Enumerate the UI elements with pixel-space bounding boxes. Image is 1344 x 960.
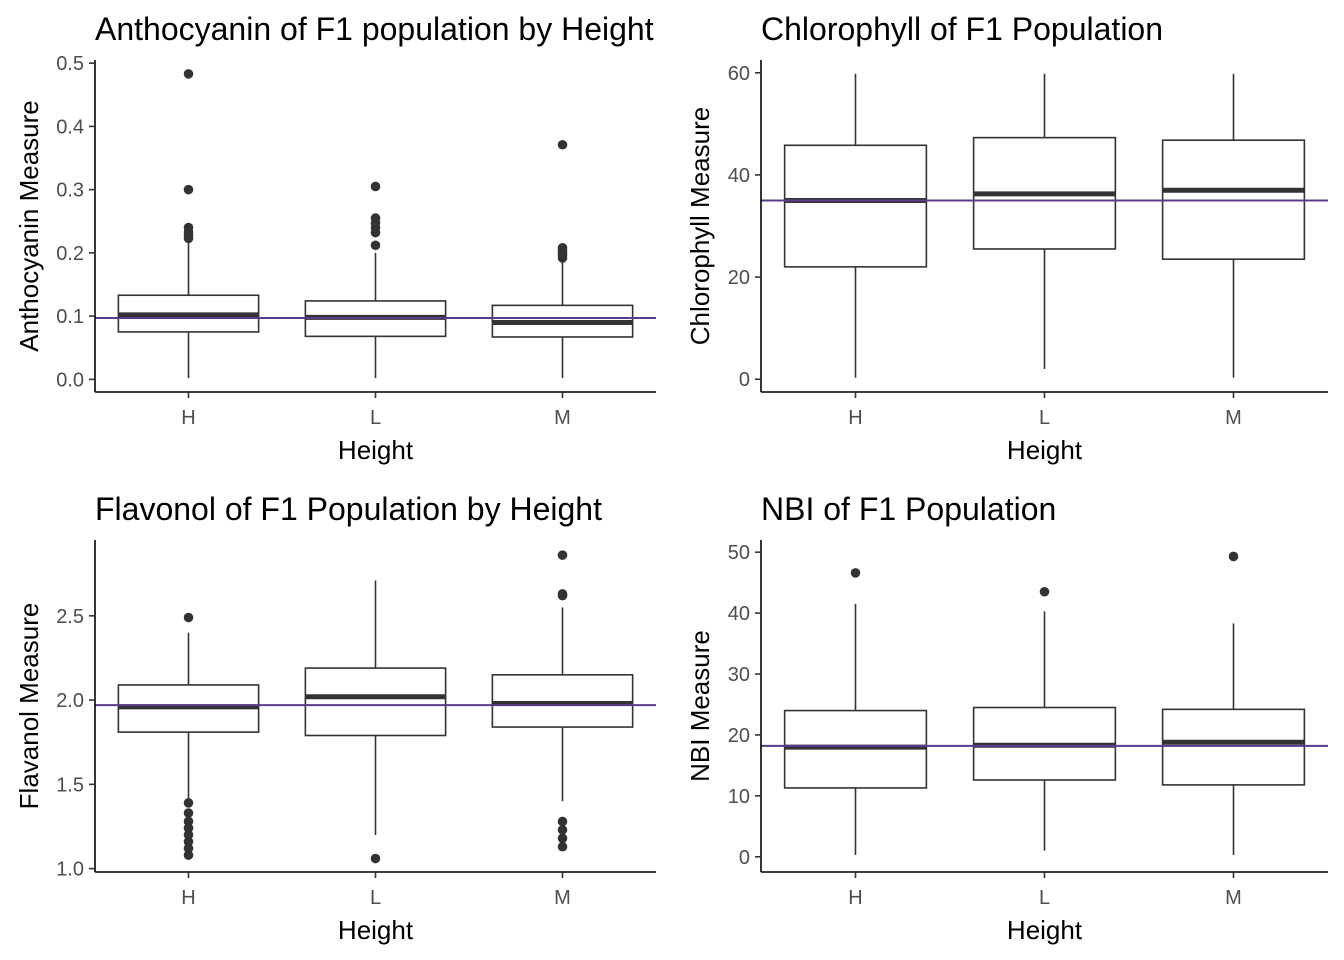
outlier-point	[183, 69, 194, 79]
outlier-point	[1228, 551, 1239, 562]
outlier-point	[183, 222, 194, 233]
y-tick-label: 0.1	[56, 306, 84, 328]
box-H	[783, 73, 928, 378]
x-axis-title: Height	[1007, 435, 1083, 465]
box-H	[117, 69, 260, 379]
y-tick-label: 20	[728, 725, 750, 747]
x-tick-label: H	[848, 887, 862, 909]
x-tick-label: H	[848, 407, 862, 429]
y-tick-label: 60	[728, 63, 750, 85]
y-axis-title: Flavanol Measure	[14, 603, 44, 810]
y-tick-label: 0	[739, 847, 750, 869]
outlier-point	[1039, 586, 1050, 597]
y-axis-title: NBI Measure	[685, 630, 715, 782]
box-M	[491, 550, 634, 852]
outlier-point	[370, 853, 381, 864]
box-iqr	[491, 674, 634, 728]
outlier-point	[183, 843, 194, 854]
y-tick-label: 0	[739, 369, 750, 391]
y-tick-label: 20	[728, 267, 750, 289]
y-tick-label: 2.0	[56, 690, 84, 712]
outlier-point	[183, 823, 194, 833]
y-axis-title: Anthocyanin Measure	[14, 100, 44, 351]
outlier-point	[370, 213, 381, 223]
y-tick-label: 0.4	[56, 116, 84, 138]
y-tick-label: 50	[728, 542, 750, 564]
outlier-point	[183, 184, 194, 195]
x-axis-title: Height	[1007, 915, 1083, 945]
outlier-point	[557, 833, 568, 844]
x-tick-label: L	[1039, 887, 1050, 909]
box-H	[783, 568, 928, 855]
outlier-point	[183, 836, 194, 847]
y-tick-label: 0.0	[56, 369, 84, 391]
chart-title: NBI of F1 Population	[761, 491, 1056, 527]
outlier-point	[183, 612, 194, 623]
outlier-point	[557, 589, 568, 599]
box-M	[1161, 551, 1306, 855]
box-L	[972, 586, 1117, 851]
outlier-point	[557, 550, 568, 560]
x-tick-label: M	[1225, 407, 1242, 429]
y-tick-label: 40	[728, 603, 750, 625]
chart-title: Chlorophyll of F1 Population	[761, 11, 1163, 47]
outlier-point	[557, 825, 568, 835]
y-tick-label: 0.2	[56, 243, 84, 265]
outlier-point	[183, 798, 194, 808]
chart-title: Flavonol of F1 Population by Height	[95, 491, 602, 527]
outlier-point	[557, 816, 568, 827]
x-tick-label: H	[181, 407, 195, 429]
x-axis-title: Height	[338, 915, 414, 945]
chart-title: Anthocyanin of F1 population by Height	[95, 11, 654, 47]
chart-panel-4: NBI of F1 Population 0 10 20 30 40 50 H L M Height…	[685, 491, 1328, 945]
chart-panel-3: Flavonol of F1 Population by Height 1.0 1.…	[14, 491, 656, 945]
y-tick-label: 10	[728, 786, 750, 808]
x-tick-label: H	[181, 887, 195, 909]
y-tick-label: 2.5	[56, 606, 84, 628]
y-axis-title: Chlorophyll Measure	[685, 107, 715, 345]
x-axis-title: Height	[338, 435, 414, 465]
outlier-point	[557, 243, 568, 253]
x-tick-label: M	[1225, 887, 1242, 909]
x-tick-label: M	[554, 407, 571, 429]
box-iqr	[783, 144, 928, 268]
x-tick-label: M	[554, 887, 571, 909]
box-L	[972, 73, 1117, 370]
outlier-point	[557, 841, 568, 852]
y-tick-label: 0.5	[56, 53, 84, 75]
x-tick-label: L	[370, 887, 381, 909]
outlier-point	[370, 181, 381, 192]
y-tick-label: 1.5	[56, 774, 84, 796]
box-H	[117, 612, 260, 860]
outlier-point	[183, 816, 194, 827]
outlier-point	[850, 568, 861, 578]
y-tick-label: 40	[728, 165, 750, 187]
y-tick-label: 30	[728, 664, 750, 686]
chart-panel-2: Chlorophyll of F1 Population 0 20 40 60 H L M He…	[685, 11, 1328, 465]
x-tick-label: L	[1039, 407, 1050, 429]
x-tick-label: L	[370, 407, 381, 429]
y-tick-label: 0.3	[56, 180, 84, 202]
outlier-point	[370, 240, 381, 251]
box-L	[304, 580, 447, 864]
box-L	[304, 181, 447, 379]
y-tick-label: 1.0	[56, 859, 84, 881]
outlier-point	[183, 830, 194, 840]
box-M	[491, 139, 634, 379]
outlier-point	[557, 139, 568, 150]
outlier-point	[183, 808, 194, 818]
chart-panel-1: Anthocyanin of F1 population by Height 0.…	[14, 11, 656, 465]
box-iqr	[304, 667, 447, 737]
box-M	[1161, 73, 1306, 378]
outlier-point	[183, 850, 194, 860]
box-iqr	[1161, 708, 1306, 786]
